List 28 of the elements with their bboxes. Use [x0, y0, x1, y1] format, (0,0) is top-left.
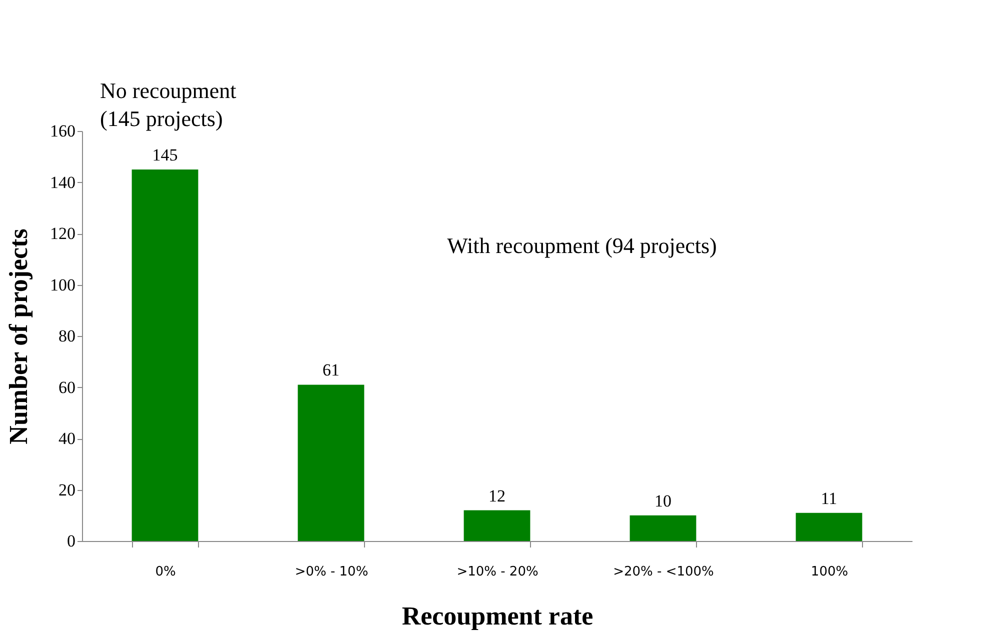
bar	[132, 169, 198, 541]
data-label: 10	[654, 491, 672, 510]
y-tick-label: 100	[50, 275, 76, 294]
annotation: With recoupment (94 projects)	[447, 233, 717, 258]
y-tick-label: 20	[58, 480, 76, 500]
x-tick-label: >0% - 10%	[294, 564, 368, 580]
data-label: 12	[488, 486, 506, 506]
x-tick-label: 100%	[810, 564, 848, 580]
bar	[630, 515, 696, 541]
y-tick-label: 40	[58, 429, 76, 448]
x-tick-label: >20% - <100%	[613, 564, 714, 580]
bar	[796, 512, 862, 541]
text: No recoupment (145 projects)	[100, 78, 236, 131]
data-label: 11	[820, 488, 838, 508]
y-tick-label: 0	[67, 532, 76, 550]
y-tick-label: 60	[58, 378, 76, 397]
bar	[298, 384, 364, 541]
y-tick-label: 140	[50, 172, 76, 192]
data-label: 145	[152, 145, 178, 164]
data-label: 61	[322, 360, 340, 380]
y-tick-label: 120	[50, 224, 76, 243]
y-tick-label: 80	[58, 326, 76, 346]
bar	[464, 510, 530, 541]
y-tick-label: 160	[50, 122, 76, 140]
x-tick-label: >10% - 20%	[456, 564, 538, 580]
x-axis-title: Recoupment rate	[402, 602, 594, 630]
y-axis-title: Number of projects	[4, 228, 33, 444]
x-tick-label: 0%	[155, 564, 176, 580]
